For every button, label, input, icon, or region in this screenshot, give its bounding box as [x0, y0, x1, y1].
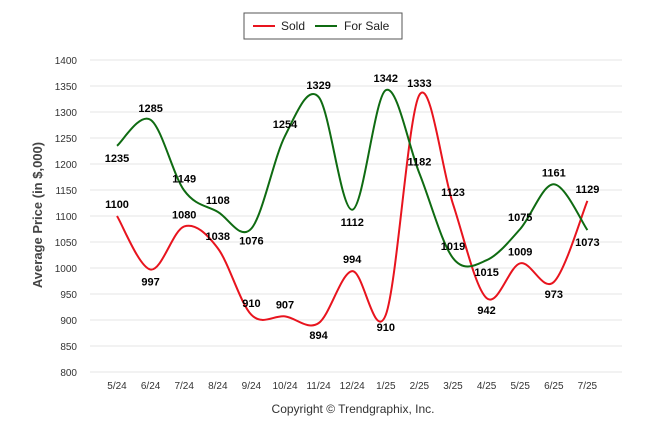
y-tick-label: 1100 [55, 212, 77, 223]
x-tick-label: 6/24 [141, 381, 161, 392]
for-sale-data-label: 1019 [441, 241, 465, 253]
for-sale-data-label: 1073 [575, 237, 599, 249]
x-axis-ticks: 5/24 6/24 7/24 8/24 9/24 10/24 11/24 12/24 1/25 2… [107, 381, 597, 392]
copyright-credit: Copyright © Trendgraphix, Inc. [272, 402, 435, 416]
sold-data-label: 1123 [441, 187, 465, 199]
x-tick-label: 5/24 [107, 381, 127, 392]
x-tick-label: 7/25 [578, 381, 598, 392]
for-sale-data-label: 1254 [273, 119, 298, 131]
y-tick-label: 1000 [55, 264, 78, 275]
x-tick-label: 12/24 [340, 381, 365, 392]
for-sale-data-label: 1108 [206, 195, 230, 207]
y-tick-label: 900 [60, 316, 77, 327]
y-tick-label: 950 [60, 290, 77, 301]
sold-data-label: 1333 [407, 78, 431, 90]
sold-data-label: 894 [309, 330, 328, 342]
y-tick-label: 800 [60, 368, 77, 379]
y-tick-label: 1250 [55, 134, 78, 145]
sold-data-label: 910 [242, 298, 260, 310]
for-sale-data-label: 1161 [542, 167, 566, 179]
x-tick-label: 1/25 [376, 381, 396, 392]
legend-for-sale-label: For Sale [344, 19, 390, 33]
sold-data-label: 910 [377, 322, 395, 334]
sold-data-label: 1080 [172, 209, 196, 221]
x-tick-label: 6/25 [544, 381, 564, 392]
for-sale-data-label: 1149 [172, 174, 196, 186]
sold-data-label: 907 [276, 299, 294, 311]
x-tick-label: 3/25 [443, 381, 463, 392]
y-tick-label: 1400 [55, 56, 78, 67]
for-sale-data-label: 1075 [508, 212, 532, 224]
sold-line [116, 91, 589, 327]
for-sale-data-label: 1285 [138, 103, 162, 115]
x-tick-label: 5/25 [510, 381, 530, 392]
x-tick-label: 4/25 [477, 381, 497, 392]
sold-data-label: 942 [477, 305, 495, 317]
x-tick-label: 2/25 [410, 381, 430, 392]
sold-data-label: 1100 [105, 199, 129, 211]
gridlines [90, 59, 622, 373]
for-sale-data-label: 1182 [407, 156, 431, 168]
y-tick-label: 1350 [55, 82, 78, 93]
y-tick-label: 1300 [55, 108, 78, 119]
legend-sold-label: Sold [281, 19, 305, 33]
y-tick-label: 1200 [55, 160, 78, 171]
sold-data-label: 994 [343, 254, 362, 266]
x-tick-label: 9/24 [242, 381, 262, 392]
data-labels: 1100 997 1080 1038 910 907 894 994 910 1333 1123 94… [105, 73, 600, 342]
y-tick-label: 1150 [55, 186, 77, 197]
for-sale-data-label: 1015 [474, 267, 498, 279]
y-tick-label: 850 [60, 342, 77, 353]
for-sale-data-label: 1112 [341, 217, 364, 229]
y-axis-ticks: 800 850 900 950 1000 1050 1100 1150 1200 1250 1300… [55, 56, 78, 379]
y-tick-label: 1050 [55, 238, 78, 249]
for-sale-line [116, 89, 589, 268]
sold-data-label: 973 [545, 289, 563, 301]
sold-data-label: 1009 [508, 246, 532, 258]
for-sale-data-label: 1342 [374, 73, 398, 85]
for-sale-data-label: 1329 [306, 80, 330, 92]
sold-data-label: 997 [141, 277, 159, 289]
x-tick-label: 11/24 [306, 381, 331, 392]
sold-data-label: 1129 [575, 184, 599, 196]
x-tick-label: 7/24 [174, 381, 194, 392]
y-axis-title: Average Price (in $,000) [30, 142, 45, 288]
sold-data-label: 1038 [206, 231, 230, 243]
series-lines [116, 89, 589, 327]
x-tick-label: 8/24 [208, 381, 228, 392]
legend: Sold For Sale [243, 12, 403, 40]
x-tick-label: 10/24 [272, 381, 297, 392]
for-sale-data-label: 1076 [239, 235, 263, 247]
for-sale-data-label: 1235 [105, 153, 129, 165]
